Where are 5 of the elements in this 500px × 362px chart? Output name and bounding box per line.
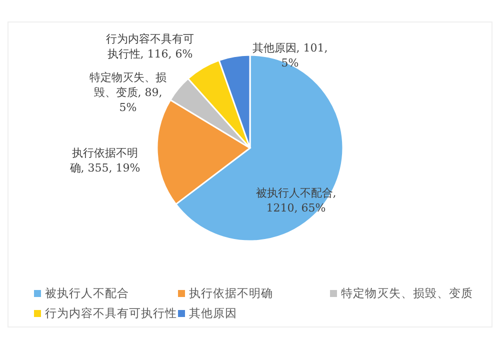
legend-label: 行为内容不具有可执行性 [45,306,177,320]
legend-label: 执行依据不明确 [189,286,273,300]
legend-label: 被执行人不配合 [45,286,129,300]
legend-label: 其他原因 [189,306,237,320]
legend-label: 特定物灭失、损毁、变质 [341,286,473,300]
